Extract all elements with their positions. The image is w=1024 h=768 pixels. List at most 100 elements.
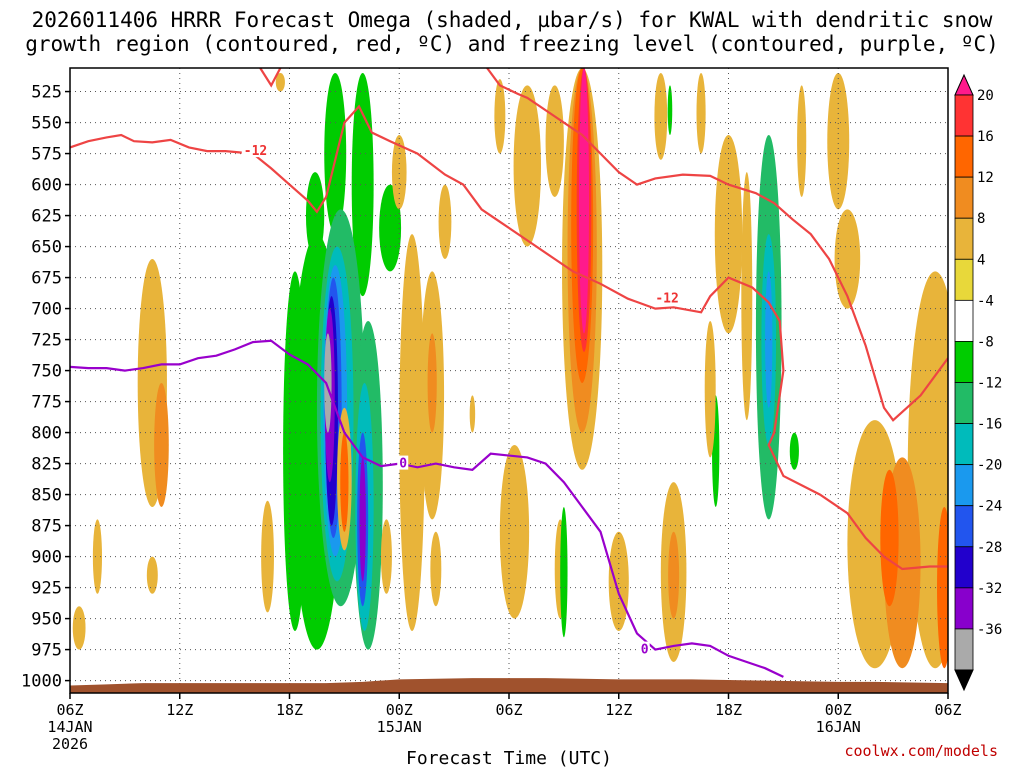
x-tick-label-4: 06Z (495, 701, 522, 719)
colorbar-label-13: -36 (977, 622, 1002, 638)
colorbar-band-12 (954, 587, 974, 630)
y-tick-label-650: 650 (31, 238, 62, 258)
freezing-level-contour (70, 339, 784, 678)
x-tick-date-7: 16JAN (816, 718, 861, 736)
y-tick-label-675: 675 (31, 269, 62, 289)
omega-cell-6 (261, 500, 274, 613)
colorbar: 20 16 12 8 4 -4 -8 -12 -16 -20 -24 -28 -32 -36 (954, 73, 1002, 692)
y-tick-label-525: 525 (31, 83, 62, 103)
omega-cell-66 (937, 507, 948, 669)
dendritic-contour-0 (70, 104, 948, 571)
omega-cell-45 (608, 531, 629, 631)
omega-cell-50 (696, 72, 706, 154)
omega-cell-47 (667, 85, 673, 135)
colorbar-band-10 (954, 505, 974, 548)
colorbar-band-6 (954, 341, 974, 383)
x-tick-label-2: 18Z (276, 701, 303, 719)
colorbar-band-2 (954, 176, 974, 219)
x-tick-label-8: 06Z (934, 701, 961, 719)
omega-cell-58 (789, 432, 799, 470)
x-tick-year-0: 2026 (52, 735, 88, 753)
freezing-level-label: 0 (399, 457, 407, 472)
x-tick-date-0: 14JAN (47, 718, 92, 736)
omega-cell-28 (399, 234, 425, 631)
x-tick-label-5: 12Z (605, 701, 632, 719)
omega-cell-26 (380, 519, 392, 594)
colorbar-band-7 (954, 382, 974, 424)
y-tick-label-600: 600 (31, 176, 62, 196)
chart-title: 2026011406 HRRR Forecast Omega (shaded, … (25, 8, 999, 56)
colorbar-label-8: -16 (977, 417, 1002, 433)
omega-cell-46 (654, 72, 668, 160)
contour-label-0: -12 (244, 144, 267, 159)
y-tick-label-550: 550 (31, 114, 62, 134)
freezing-label-bg-2 (638, 641, 650, 656)
omega-cell-59 (797, 85, 807, 197)
colorbar-label-2: 12 (977, 170, 994, 186)
y-tick-label-700: 700 (31, 300, 62, 320)
colorbar-label-10: -24 (977, 499, 1002, 515)
y-tick-label-775: 775 (31, 393, 62, 413)
colorbar-label-6: -8 (977, 334, 994, 350)
colorbar-label-5: -4 (977, 293, 994, 309)
y-tick-label-825: 825 (31, 455, 62, 475)
credit-link[interactable]: coolwx.com/models (844, 742, 998, 760)
dendritic-contour-1 (259, 68, 282, 88)
colorbar-band-1 (954, 135, 974, 178)
contour-label-bg-0 (241, 143, 269, 158)
colorbar-band-13 (954, 628, 974, 671)
omega-cell-4 (146, 556, 158, 594)
colorbar-label-12: -32 (977, 581, 1002, 597)
dendritic-contours: -12 -12 (70, 68, 948, 571)
omega-cell-39 (560, 506, 568, 638)
colorbar-label-0: 20 (977, 88, 994, 104)
colorbar-band-11 (954, 546, 974, 589)
omega-cell-25 (359, 457, 366, 582)
y-tick-label-900: 900 (31, 548, 62, 568)
colorbar-label-9: -20 (977, 458, 1002, 474)
x-tick-label-1: 12Z (166, 701, 193, 719)
omega-cell-3 (154, 382, 169, 507)
colorbar-band-3 (954, 217, 974, 260)
omega-cell-65 (880, 469, 899, 607)
y-tick-label-950: 950 (31, 610, 62, 630)
x-tick-label-0: 06Z (56, 701, 83, 719)
y-tick-label-575: 575 (31, 145, 62, 165)
y-tick-label-625: 625 (31, 207, 62, 227)
omega-cell-34 (494, 79, 506, 154)
colorbar-label-4: 4 (977, 252, 985, 268)
colorbar-band-9 (954, 464, 974, 507)
y-tick-label-975: 975 (31, 641, 62, 661)
omega-cell-5 (275, 72, 285, 92)
colorbar-band-8 (954, 423, 974, 466)
omega-cell-31 (430, 531, 442, 607)
omega-cell-0 (72, 606, 86, 650)
colorbar-band-4 (954, 258, 974, 301)
y-axis: 525 550 575 600 625 650 675 700 725 750 775 800 825 8… (21, 83, 70, 692)
omega-cell-49 (668, 531, 680, 619)
omega-cell-19 (324, 333, 332, 433)
y-tick-label-925: 925 (31, 579, 62, 599)
omega-cell-54 (741, 172, 753, 421)
colorbar-band-0 (954, 94, 974, 137)
colorbar-label-7: -12 (977, 376, 1002, 392)
freezing-level-label-2: 0 (641, 643, 649, 658)
colorbar-bottom-arrow (954, 669, 974, 692)
omega-cell-21 (340, 432, 349, 532)
omega-cell-36 (499, 444, 530, 619)
colorbar-label-3: 8 (977, 211, 985, 227)
terrain-surface (70, 678, 948, 693)
colorbar-band-5 (954, 299, 974, 342)
omega-cell-32 (438, 184, 452, 259)
colorbar-top-arrow (954, 73, 974, 96)
y-tick-label-725: 725 (31, 331, 62, 351)
omega-cell-33 (469, 395, 476, 433)
x-axis-label: Forecast Time (UTC) (406, 748, 612, 768)
y-tick-label-850: 850 (31, 486, 62, 506)
omega-cell-1 (92, 519, 103, 594)
omega-cell-35 (513, 85, 542, 247)
omega-cell-52 (704, 320, 716, 458)
x-tick-label-7: 00Z (825, 701, 852, 719)
